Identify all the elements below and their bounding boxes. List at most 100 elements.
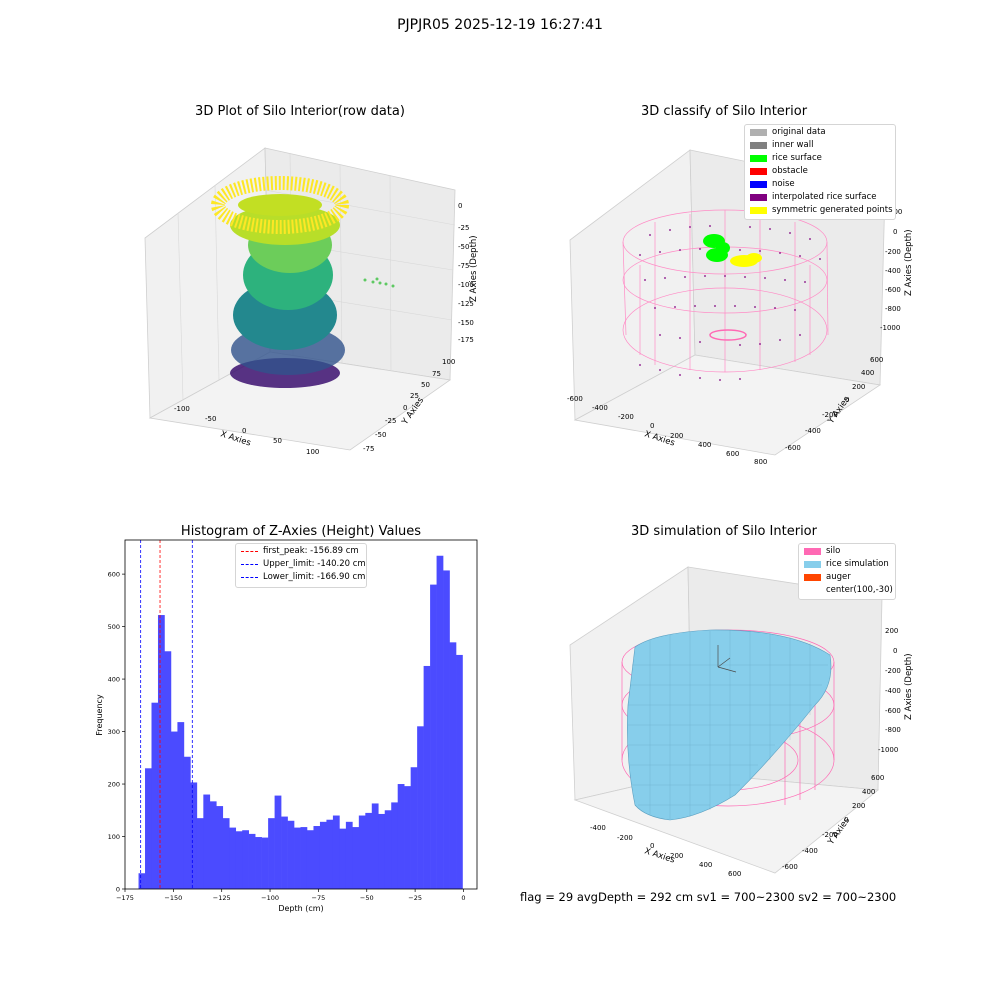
histogram-bar xyxy=(242,830,249,889)
simulation-ytick: 600 xyxy=(871,774,884,782)
classify-xtick: 200 xyxy=(670,432,683,440)
simulation-xlabel: X Axies xyxy=(643,846,676,865)
raw-xtick: 100 xyxy=(306,448,319,456)
raw-ztick: -175 xyxy=(458,336,474,344)
histogram-xtick-label: −125 xyxy=(213,894,231,902)
histogram-bar xyxy=(358,815,366,889)
legend-swatch xyxy=(804,561,821,568)
legend-label: obstacle xyxy=(772,166,808,176)
histogram-bar xyxy=(456,654,463,889)
histogram-bar xyxy=(190,782,198,889)
histogram-bar xyxy=(216,806,224,889)
classify-ytick: 0 xyxy=(845,396,849,404)
histogram-ytick-label: 600 xyxy=(108,571,120,579)
legend-label: auger xyxy=(826,572,851,582)
histogram-ytick-label: 0 xyxy=(116,886,120,894)
histogram-bar xyxy=(235,831,243,889)
histogram-bar xyxy=(157,615,165,889)
legend-label: symmetric generated points xyxy=(772,205,893,215)
figure-title: PJPJR05 2025-12-19 16:27:41 xyxy=(397,17,603,33)
raw-ytick: 75 xyxy=(432,370,441,378)
simulation-zlabel: Z Axies (Depth) xyxy=(904,653,914,720)
raw-plot-title: 3D Plot of Silo Interior(row data) xyxy=(195,104,405,119)
legend-label: noise xyxy=(772,179,795,189)
classify-ytick: -600 xyxy=(785,444,801,452)
histogram-bar xyxy=(371,803,379,889)
histogram-bar xyxy=(404,786,411,889)
histogram-bar xyxy=(281,816,288,889)
simulation-ztick: -1000 xyxy=(878,746,898,754)
simulation-ytick: -200 xyxy=(822,831,838,839)
legend-label: rice simulation xyxy=(826,559,889,569)
legend-label: silo xyxy=(826,546,841,556)
simulation-xtick: -400 xyxy=(590,824,606,832)
legend-label: Upper_limit: -140.20 cm xyxy=(263,559,366,569)
histogram-bar xyxy=(306,830,314,889)
classify-ytick: 400 xyxy=(861,369,874,377)
raw-point-cloud xyxy=(211,176,395,388)
classify-ztick: 0 xyxy=(893,228,897,236)
histogram-bar xyxy=(352,827,360,889)
histogram-bar xyxy=(313,826,321,889)
classify-xtick: 400 xyxy=(698,441,711,449)
histogram-xtick-label: −75 xyxy=(312,894,326,902)
histogram-bars xyxy=(138,555,463,889)
histogram-bar xyxy=(326,819,334,889)
histogram-xtick-label: −100 xyxy=(261,894,279,902)
simulation-auger xyxy=(717,645,737,673)
histogram-bar xyxy=(255,837,262,889)
legend-label: original data xyxy=(772,127,826,137)
classify-xtick: -400 xyxy=(592,404,608,412)
legend-swatch xyxy=(750,207,767,214)
classify-xtick: 600 xyxy=(726,450,739,458)
classify-ytick: -400 xyxy=(805,427,821,435)
classify-xtick: 800 xyxy=(754,458,767,466)
classify-ytick: 600 xyxy=(870,356,883,364)
simulation-ytick: 400 xyxy=(862,788,875,796)
simulation-ytick: 200 xyxy=(852,802,865,810)
raw-ztick: -150 xyxy=(458,319,474,327)
simulation-xtick: -200 xyxy=(617,834,633,842)
histogram-bar xyxy=(378,813,386,889)
raw-xtick: 50 xyxy=(273,437,282,445)
histogram-xtick-label: −25 xyxy=(408,894,422,902)
legend-label: interpolated rice surface xyxy=(772,192,877,202)
classify-interpolated-surface xyxy=(639,225,821,381)
raw-ztick: -25 xyxy=(458,224,469,232)
raw-ytick: -50 xyxy=(375,431,386,439)
raw-xtick: -100 xyxy=(174,405,190,413)
simulation-xtick: 600 xyxy=(728,870,741,878)
histogram-bar xyxy=(294,827,301,889)
simulation-xtick: 0 xyxy=(650,842,654,850)
histogram-yticks: 0 100 200 300 400 500 600 xyxy=(108,571,125,894)
classify-legend: original data inner wall rice surface ob… xyxy=(744,124,896,220)
histogram-bar xyxy=(196,818,204,889)
histogram-xtick-label: 0 xyxy=(461,894,465,902)
classify-plot-title: 3D classify of Silo Interior xyxy=(640,104,808,119)
histogram-bar xyxy=(209,801,217,889)
raw-ztick: 0 xyxy=(458,202,462,210)
raw-ytick: 25 xyxy=(410,392,419,400)
legend-swatch xyxy=(750,181,767,188)
histogram-chart: −175 −150 −125 −100 −75 −50 −25 0 0 100 200 300 400… xyxy=(95,539,478,913)
histogram-bar xyxy=(443,570,450,889)
classify-silo-wireframe xyxy=(622,209,829,373)
histogram-bar xyxy=(229,827,237,889)
simulation-ytick: 0 xyxy=(844,816,848,824)
histogram-ytick-label: 200 xyxy=(108,781,120,789)
legend-swatch xyxy=(750,168,767,175)
histogram-xtick-label: −150 xyxy=(164,894,182,902)
histogram-ytick-label: 100 xyxy=(108,833,120,841)
histogram-bar xyxy=(248,833,256,889)
histogram-bar xyxy=(177,722,185,889)
legend-swatch xyxy=(750,194,767,201)
legend-line-first-peak xyxy=(241,551,258,552)
simulation-ztick: -600 xyxy=(885,707,901,715)
histogram-frame xyxy=(124,539,478,890)
simulation-ztick: -800 xyxy=(885,726,901,734)
histogram-bar xyxy=(222,818,230,889)
legend-line-lower xyxy=(241,577,258,578)
simulation-xtick: 400 xyxy=(699,861,712,869)
histogram-xticks: −175 −150 −125 −100 −75 −50 −25 0 xyxy=(116,889,466,902)
simulation-legend: silo rice simulation auger center(100,-3… xyxy=(798,543,896,600)
